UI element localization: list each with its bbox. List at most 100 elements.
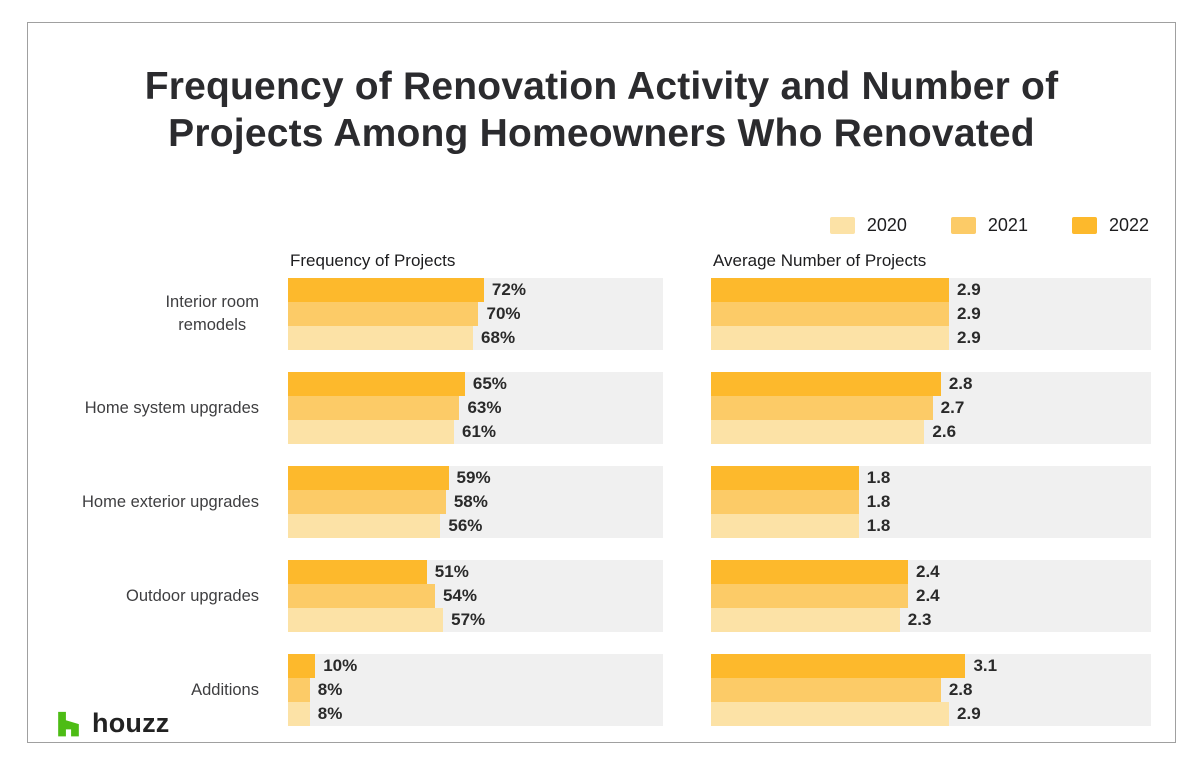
bar-2022	[288, 372, 465, 396]
bar-row: 8%	[288, 702, 663, 726]
bar-2022	[288, 278, 484, 302]
category-label: Outdoor upgrades	[125, 586, 259, 605]
bar-row: 72%	[288, 278, 663, 302]
bar-value-label: 2.8	[948, 680, 973, 699]
houzz-wordmark: houzz	[92, 708, 170, 738]
legend-label: 2022	[1108, 214, 1149, 235]
legend-item: 2021	[950, 214, 1028, 236]
bar-value-label: 65%	[472, 374, 507, 393]
bar-value-label: 2.4	[916, 586, 940, 605]
panel-header-gap	[663, 251, 711, 271]
bar-value-label: 3.1	[973, 656, 998, 675]
bar-value-label: 61%	[462, 422, 497, 441]
bar-value-label: 1.8	[866, 492, 891, 511]
bar-value-label: 2.7	[940, 398, 965, 417]
legend-label: 2021	[987, 214, 1028, 235]
bar-2021	[711, 678, 941, 702]
bar-2020	[288, 702, 310, 726]
category-label: Interior room remodels	[165, 293, 259, 334]
bar-2021	[288, 584, 435, 608]
bar-2022	[711, 466, 859, 490]
bar-row: 8%	[288, 678, 663, 702]
bar-row: 56%	[288, 514, 663, 538]
bar-track: 2.4 2.4 2.3	[711, 560, 1151, 632]
bar-row: 10%	[288, 654, 663, 678]
bar-row: 2.9	[711, 702, 1151, 726]
bar-row: 65%	[288, 372, 663, 396]
bar-row: 2.8	[711, 678, 1151, 702]
bar-value-label: 2.9	[957, 704, 981, 723]
legend: 2020 2021 2022	[28, 215, 1149, 235]
bar-2020	[711, 702, 950, 726]
bar-value-label: 56%	[448, 516, 483, 535]
bar-2020	[288, 514, 441, 538]
legend-item: 2022	[1071, 214, 1149, 236]
bar-track: 65% 63% 61%	[288, 372, 663, 444]
chart-row: Outdoor upgrades 51% 54% 57% 2.4 2.4 2.3	[28, 560, 1151, 632]
bar-2020	[288, 608, 444, 632]
bar-value-label: 58%	[453, 492, 488, 511]
bar-value-label: 2.3	[907, 610, 932, 629]
bar-value-label: 2.6	[932, 422, 957, 441]
bar-2020	[711, 326, 950, 350]
bar-2021	[288, 302, 479, 326]
bar-row: 63%	[288, 396, 663, 420]
bar-2021	[711, 490, 859, 514]
bar-value-label: 51%	[434, 562, 469, 581]
bar-value-label: 59%	[456, 468, 491, 487]
bar-2021	[711, 584, 908, 608]
bar-value-label: 54%	[442, 586, 477, 605]
bar-track: 72% 70% 68%	[288, 278, 663, 350]
chart-row: Home exterior upgrades 59% 58% 56% 1.8 1.8 1.8	[28, 466, 1151, 538]
bar-2020	[711, 514, 859, 538]
bar-value-label: 1.8	[866, 516, 891, 535]
chart: Frequency of Projects Average Number of …	[28, 251, 1151, 726]
legend-swatch	[829, 216, 855, 234]
panel-gap	[663, 560, 711, 632]
bar-row: 1.8	[711, 466, 1151, 490]
bar-row: 2.4	[711, 584, 1151, 608]
bar-value-label: 8%	[317, 704, 343, 723]
bar-row: 1.8	[711, 514, 1151, 538]
panel-headers: Frequency of Projects Average Number of …	[28, 251, 1149, 271]
chart-row: Additions 10% 8% 8% 3.1 2.8 2.9	[28, 654, 1151, 726]
bar-row: 54%	[288, 584, 663, 608]
bar-2020	[288, 326, 474, 350]
bar-row: 2.4	[711, 560, 1151, 584]
bar-2022	[711, 654, 966, 678]
panel-header-spacer	[28, 251, 288, 271]
page-title-line1: Frequency of Renovation Activity and Num…	[144, 65, 1059, 108]
bar-2022	[711, 560, 908, 584]
bar-2021	[288, 678, 310, 702]
bar-row: 2.9	[711, 278, 1151, 302]
bar-row: 2.9	[711, 302, 1151, 326]
legend-item: 2020	[829, 215, 907, 236]
bar-2021	[288, 490, 446, 514]
category-label: Home system upgrades	[84, 398, 259, 417]
category-label: Additions	[191, 680, 259, 699]
bar-track: 51% 54% 57%	[288, 560, 663, 632]
bar-row: 57%	[288, 608, 663, 632]
chart-row: Home system upgrades 65% 63% 61% 2.8 2.7 2.6	[28, 372, 1151, 444]
bar-row: 1.8	[711, 490, 1151, 514]
bar-2020	[288, 420, 454, 444]
bar-row: 58%	[288, 490, 663, 514]
page-title: Frequency of Renovation Activity and Num…	[28, 63, 1175, 157]
bar-row: 51%	[288, 560, 663, 584]
bar-row: 68%	[288, 326, 663, 350]
bar-value-label: 8%	[317, 680, 343, 699]
bar-value-label: 2.9	[957, 328, 981, 347]
bar-2022	[288, 560, 427, 584]
bar-value-label: 68%	[481, 328, 516, 347]
bar-track: 2.9 2.9 2.9	[711, 278, 1151, 350]
bar-track: 1.8 1.8 1.8	[711, 466, 1151, 538]
bar-row: 61%	[288, 420, 663, 444]
bar-value-label: 2.9	[957, 280, 981, 299]
panel-header-left: Frequency of Projects	[290, 251, 456, 270]
page-title-line2: Projects Among Homeowners Who Renovated	[168, 112, 1035, 155]
bar-2022	[288, 466, 449, 490]
chart-grid: Interior room remodels 72% 70% 68% 2.9 2.9 2.9…	[28, 278, 1151, 726]
bar-row: 70%	[288, 302, 663, 326]
bar-value-label: 1.8	[866, 468, 891, 487]
legend-swatch	[1071, 216, 1097, 234]
